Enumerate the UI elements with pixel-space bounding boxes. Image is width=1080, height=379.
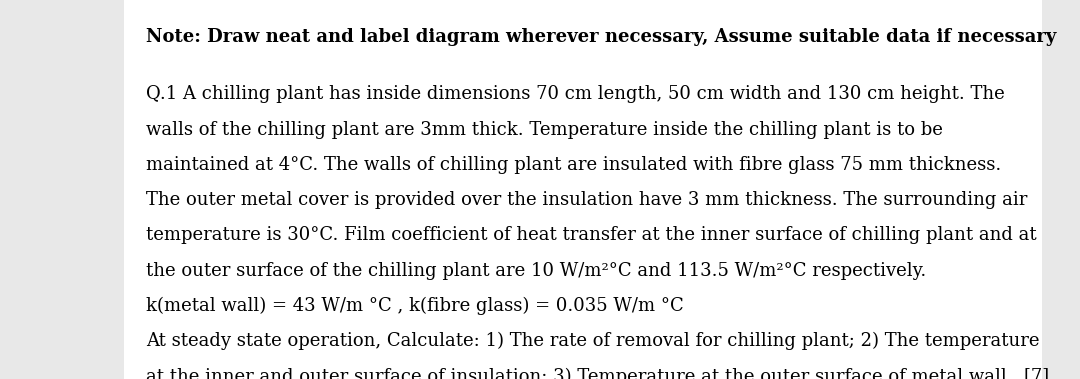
Text: maintained at 4°C. The walls of chilling plant are insulated with fibre glass 75: maintained at 4°C. The walls of chilling… [146,156,1001,174]
Text: temperature is 30°C. Film coefficient of heat transfer at the inner surface of c: temperature is 30°C. Film coefficient of… [146,226,1037,244]
Text: The outer metal cover is provided over the insulation have 3 mm thickness. The s: The outer metal cover is provided over t… [146,191,1027,209]
Text: At steady state operation, Calculate: 1) The rate of removal for chilling plant;: At steady state operation, Calculate: 1)… [146,332,1039,350]
Text: the outer surface of the chilling plant are 10 W/m²°C and 113.5 W/m²°C respectiv: the outer surface of the chilling plant … [146,262,926,279]
Text: Q.1 A chilling plant has inside dimensions 70 cm length, 50 cm width and 130 cm : Q.1 A chilling plant has inside dimensio… [146,85,1004,103]
Text: at the inner and outer surface of insulation; 3) Temperature at the outer surfac: at the inner and outer surface of insula… [146,367,1049,379]
Text: walls of the chilling plant are 3mm thick. Temperature inside the chilling plant: walls of the chilling plant are 3mm thic… [146,121,943,138]
Text: Note: Draw neat and label diagram wherever necessary, Assume suitable data if ne: Note: Draw neat and label diagram wherev… [146,28,1056,46]
Text: k(metal wall) = 43 W/m °C , k(fibre glass) = 0.035 W/m °C: k(metal wall) = 43 W/m °C , k(fibre glas… [146,297,684,315]
FancyBboxPatch shape [124,0,1042,379]
